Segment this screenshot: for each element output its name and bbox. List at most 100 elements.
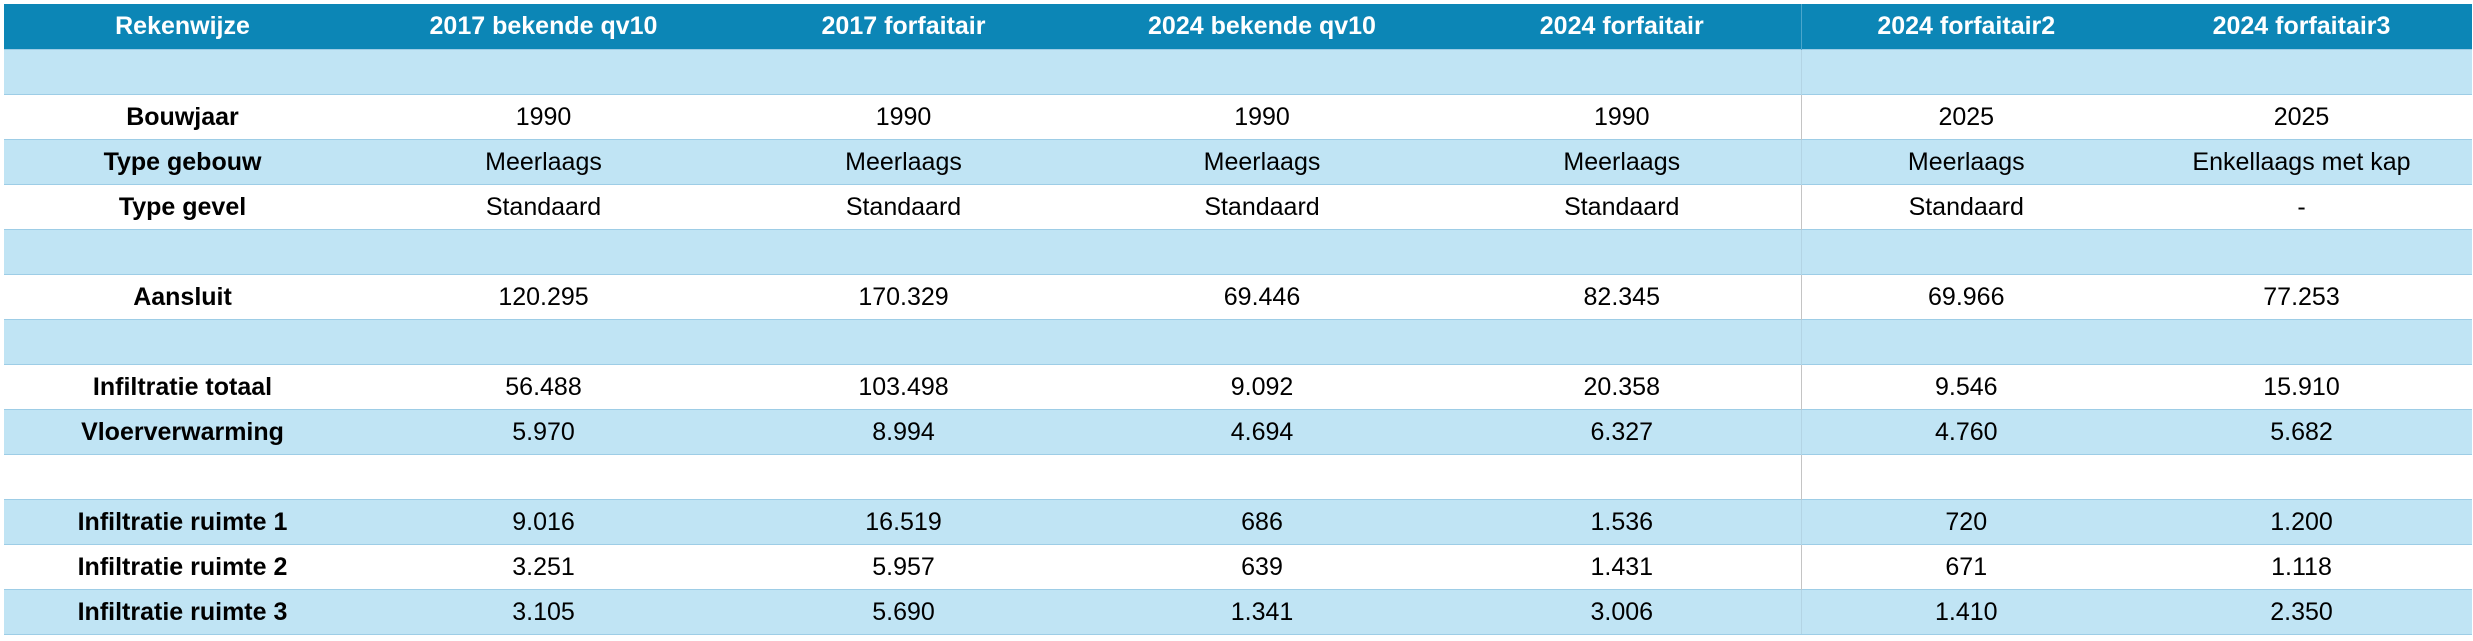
table-cell[interactable]: 120.295 <box>361 274 726 320</box>
table-cell[interactable]: Meerlaags <box>1800 139 2131 185</box>
table-cell[interactable]: 1.431 <box>1443 544 1801 590</box>
table-cell[interactable] <box>361 49 726 95</box>
row-label[interactable]: Infiltratie totaal <box>4 364 361 410</box>
table-cell[interactable]: 16.519 <box>726 499 1081 545</box>
table-header: Rekenwijze 2017 bekende qv10 2017 forfai… <box>4 4 2472 50</box>
table-cell[interactable] <box>1443 49 1801 95</box>
table-cell[interactable]: 1.341 <box>1081 589 1443 635</box>
table-cell[interactable] <box>361 454 726 500</box>
table-cell[interactable]: 4.760 <box>1800 409 2131 455</box>
table-row: Infiltratie ruimte 1 9.016 16.519 686 1.536 7… <box>4 499 2472 545</box>
table-cell[interactable]: Meerlaags <box>1443 139 1801 185</box>
table-cell[interactable]: 82.345 <box>1443 274 1801 320</box>
table-cell[interactable]: 686 <box>1081 499 1443 545</box>
table-cell[interactable] <box>1443 319 1801 365</box>
table-cell[interactable]: Enkellaags met kap <box>2131 139 2472 185</box>
header-cell-2024-forfaitair2[interactable]: 2024 forfaitair2 <box>1800 4 2131 50</box>
table-cell[interactable]: 69.446 <box>1081 274 1443 320</box>
table-cell[interactable] <box>1081 49 1443 95</box>
table-cell[interactable]: 4.694 <box>1081 409 1443 455</box>
row-label[interactable]: Infiltratie ruimte 2 <box>4 544 361 590</box>
row-label[interactable] <box>4 49 361 95</box>
table-cell[interactable]: - <box>2131 184 2472 230</box>
table-cell[interactable]: 5.970 <box>361 409 726 455</box>
table-cell[interactable]: Standaard <box>361 184 726 230</box>
table-cell[interactable]: 69.966 <box>1800 274 2131 320</box>
table-cell[interactable]: 1.118 <box>2131 544 2472 590</box>
table-cell[interactable] <box>1443 454 1801 500</box>
table-cell[interactable]: 6.327 <box>1443 409 1801 455</box>
header-cell-2024-forfaitair[interactable]: 2024 forfaitair <box>1443 4 1801 50</box>
header-cell-2024-forfaitair3[interactable]: 2024 forfaitair3 <box>2131 4 2472 50</box>
row-label[interactable]: Infiltratie ruimte 1 <box>4 499 361 545</box>
table-cell[interactable]: 639 <box>1081 544 1443 590</box>
table-cell[interactable]: 5.690 <box>726 589 1081 635</box>
table-cell[interactable]: 5.682 <box>2131 409 2472 455</box>
table-cell[interactable]: 1.200 <box>2131 499 2472 545</box>
row-label[interactable]: Bouwjaar <box>4 94 361 140</box>
table-cell[interactable]: 3.006 <box>1443 589 1801 635</box>
row-label[interactable] <box>4 319 361 365</box>
table-cell[interactable]: 56.488 <box>361 364 726 410</box>
table-cell[interactable] <box>726 229 1081 275</box>
table-cell[interactable]: Standaard <box>1443 184 1801 230</box>
header-cell-2024-bekende-qv10[interactable]: 2024 bekende qv10 <box>1081 4 1443 50</box>
header-cell-2017-bekende-qv10[interactable]: 2017 bekende qv10 <box>361 4 726 50</box>
table-cell[interactable]: 103.498 <box>726 364 1081 410</box>
table-cell[interactable]: 3.105 <box>361 589 726 635</box>
table-cell[interactable]: 3.251 <box>361 544 726 590</box>
table-cell[interactable]: 170.329 <box>726 274 1081 320</box>
table-cell[interactable] <box>361 319 726 365</box>
table-cell[interactable] <box>1443 229 1801 275</box>
header-cell-2017-forfaitair[interactable]: 2017 forfaitair <box>726 4 1081 50</box>
table-cell[interactable]: 77.253 <box>2131 274 2472 320</box>
table-cell[interactable]: 8.994 <box>726 409 1081 455</box>
table-cell[interactable] <box>1081 319 1443 365</box>
table-cell[interactable]: 20.358 <box>1443 364 1801 410</box>
table-cell[interactable]: Standaard <box>1800 184 2131 230</box>
table-cell[interactable]: 1.536 <box>1443 499 1801 545</box>
row-label[interactable]: Type gebouw <box>4 139 361 185</box>
table-cell[interactable]: 1990 <box>1443 94 1801 140</box>
table-cell[interactable]: 5.957 <box>726 544 1081 590</box>
table-cell[interactable] <box>361 229 726 275</box>
table-cell[interactable] <box>1800 319 2131 365</box>
table-cell[interactable]: 15.910 <box>2131 364 2472 410</box>
table-cell[interactable]: Meerlaags <box>1081 139 1443 185</box>
table-cell[interactable]: 1990 <box>361 94 726 140</box>
table-cell[interactable] <box>2131 319 2472 365</box>
table-cell[interactable]: 9.546 <box>1800 364 2131 410</box>
table-cell[interactable] <box>1081 454 1443 500</box>
table-cell[interactable]: 1990 <box>726 94 1081 140</box>
row-label[interactable]: Type gevel <box>4 184 361 230</box>
table-cell[interactable]: 9.092 <box>1081 364 1443 410</box>
table-cell[interactable]: 720 <box>1800 499 2131 545</box>
table-cell[interactable]: 9.016 <box>361 499 726 545</box>
table-cell[interactable]: 2.350 <box>2131 589 2472 635</box>
table-cell[interactable] <box>1081 229 1443 275</box>
row-label[interactable]: Vloerverwarming <box>4 409 361 455</box>
header-cell-rekenwijze[interactable]: Rekenwijze <box>4 4 361 50</box>
table-cell[interactable] <box>726 319 1081 365</box>
table-cell[interactable]: 1990 <box>1081 94 1443 140</box>
row-label[interactable] <box>4 454 361 500</box>
row-label[interactable] <box>4 229 361 275</box>
table-cell[interactable] <box>2131 229 2472 275</box>
table-cell[interactable]: Standaard <box>1081 184 1443 230</box>
table-cell[interactable] <box>726 49 1081 95</box>
table-cell[interactable] <box>1800 49 2131 95</box>
table-cell[interactable] <box>2131 454 2472 500</box>
table-cell[interactable]: Meerlaags <box>726 139 1081 185</box>
table-cell[interactable]: 1.410 <box>1800 589 2131 635</box>
row-label[interactable]: Aansluit <box>4 274 361 320</box>
table-cell[interactable]: 2025 <box>1800 94 2131 140</box>
table-cell[interactable]: 671 <box>1800 544 2131 590</box>
table-cell[interactable] <box>2131 49 2472 95</box>
table-cell[interactable] <box>1800 454 2131 500</box>
table-cell[interactable]: Standaard <box>726 184 1081 230</box>
table-cell[interactable]: 2025 <box>2131 94 2472 140</box>
table-cell[interactable] <box>1800 229 2131 275</box>
table-cell[interactable]: Meerlaags <box>361 139 726 185</box>
table-cell[interactable] <box>726 454 1081 500</box>
row-label[interactable]: Infiltratie ruimte 3 <box>4 589 361 635</box>
